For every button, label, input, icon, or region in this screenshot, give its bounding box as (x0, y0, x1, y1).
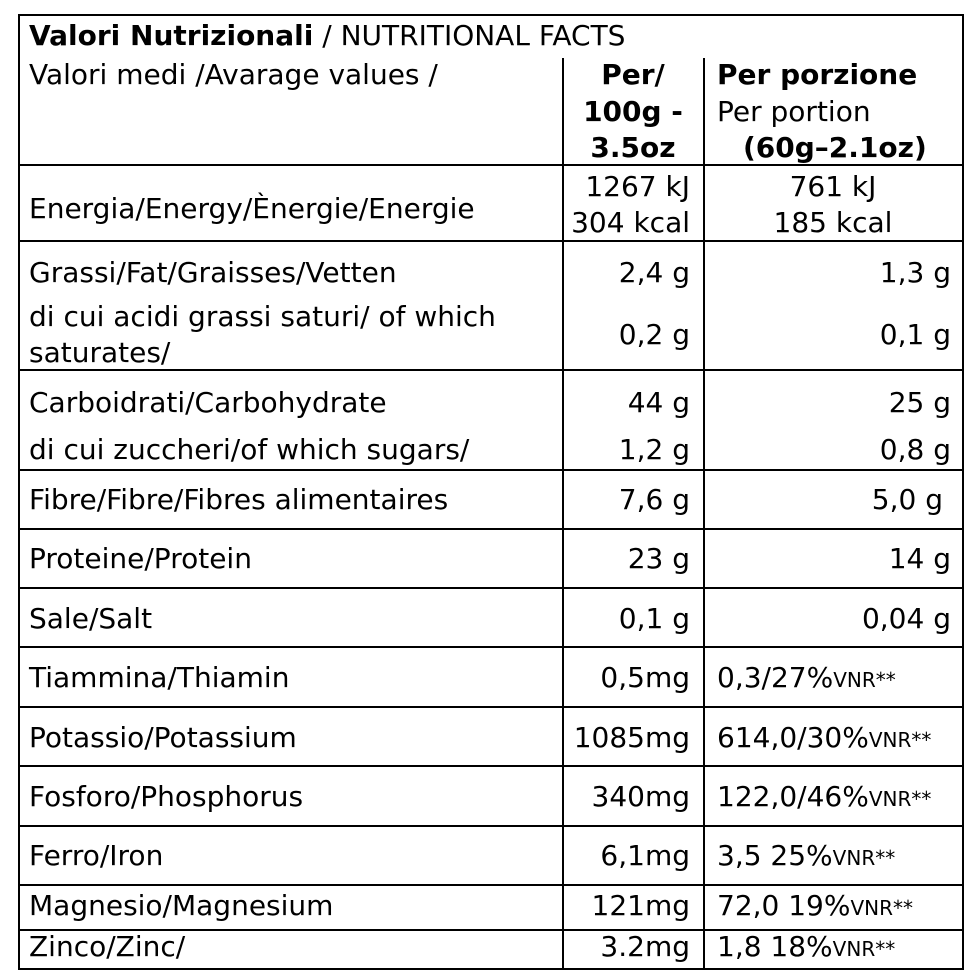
row-label-thiamin: Tiammina/Thiamin (29, 661, 290, 694)
protein-portion: 14 g (888, 542, 951, 575)
row-label-carbohydrate: Carboidrati/Carbohydrate (29, 386, 387, 419)
energy-per100-kj: 1267 kJ (585, 170, 690, 203)
table-title-rest: / NUTRITIONAL FACTS (313, 19, 626, 52)
table-title-bold: Valori Nutrizionali (29, 19, 314, 52)
row-label-sugars: di cui zuccheri/of which sugars/ (29, 433, 470, 466)
row-label-potassium: Potassio/Potassium (29, 721, 297, 754)
row-divider (18, 825, 964, 827)
potassium-vnr: VNR** (868, 728, 932, 752)
column-header-portion-size: (60g–2.1oz) (743, 131, 927, 164)
row-label-phosphorus: Fosforo/Phosphorus (29, 780, 304, 813)
table-border-left (18, 14, 20, 970)
column-header-per100-line3: 3.5oz (590, 131, 676, 164)
row-divider (18, 884, 964, 886)
row-label-salt: Sale/Salt (29, 602, 153, 635)
column-header-portion-sub: Per portion (717, 95, 871, 128)
fibre-per100: 7,6 g (618, 483, 690, 516)
iron-portion: 3,5 25%VNR** (717, 842, 895, 870)
fat-portion: 1,3 g (879, 256, 951, 289)
phosphorus-portion-value: 122,0/46% (717, 780, 869, 813)
fibre-portion: 5,0 g (871, 483, 943, 516)
column-header-per100-line1: Per/ (601, 58, 665, 91)
zinc-per100: 3.2mg (600, 930, 690, 963)
salt-per100: 0,1 g (618, 602, 690, 635)
row-divider (18, 369, 964, 371)
row-divider (18, 528, 964, 530)
table-border-top (18, 14, 964, 16)
row-label-zinc: Zinco/Zinc/ (29, 930, 186, 963)
magnesium-portion: 72,0 19%VNR** (717, 892, 913, 920)
iron-per100: 6,1mg (600, 839, 690, 872)
iron-portion-value: 3,5 25% (717, 839, 833, 872)
phosphorus-vnr: VNR** (868, 787, 932, 811)
table-subtitle: Valori medi /Avarage values / (29, 58, 438, 91)
energy-per100-kcal: 304 kcal (571, 206, 690, 239)
row-label-saturates-line1: di cui acidi grassi saturi/ of which (29, 300, 496, 333)
sugars-per100: 1,2 g (618, 433, 690, 466)
potassium-portion-value: 614,0/30% (717, 721, 869, 754)
table-border-right (962, 14, 964, 970)
row-divider (18, 706, 964, 708)
row-divider (18, 240, 964, 242)
column-header-per100-line2: 100g - (583, 95, 683, 128)
saturates-portion: 0,1 g (879, 318, 951, 351)
thiamin-per100: 0,5mg (600, 661, 690, 694)
saturates-per100: 0,2 g (618, 318, 690, 351)
thiamin-portion-value: 0,3/27% (717, 661, 834, 694)
phosphorus-portion: 122,0/46%VNR** (717, 783, 931, 811)
fat-per100: 2,4 g (618, 256, 690, 289)
magnesium-vnr: VNR** (850, 896, 914, 920)
zinc-portion-value: 1,8 18% (717, 930, 833, 963)
row-divider (18, 765, 964, 767)
potassium-per100: 1085mg (573, 721, 690, 754)
column-divider-1 (562, 58, 564, 970)
column-header-portion-title: Per porzione (717, 58, 918, 91)
row-label-magnesium: Magnesio/Magnesium (29, 889, 334, 922)
thiamin-vnr: VNR** (833, 668, 896, 692)
phosphorus-per100: 340mg (591, 780, 691, 813)
row-divider (18, 646, 964, 648)
thiamin-portion: 0,3/27%VNR** (717, 664, 896, 692)
column-divider-2 (703, 58, 705, 970)
potassium-portion: 614,0/30%VNR** (717, 724, 931, 752)
row-label-energy: Energia/Energy/Ènergie/Energie (29, 192, 475, 225)
carbohydrate-per100: 44 g (627, 386, 690, 419)
row-label-protein: Proteine/Protein (29, 542, 252, 575)
row-divider (18, 929, 964, 931)
sugars-portion: 0,8 g (879, 433, 951, 466)
carbohydrate-portion: 25 g (888, 386, 951, 419)
row-label-iron: Ferro/Iron (29, 839, 164, 872)
zinc-portion: 1,8 18%VNR** (717, 933, 895, 961)
row-divider (18, 587, 964, 589)
magnesium-portion-value: 72,0 19% (717, 889, 851, 922)
row-divider (18, 469, 964, 471)
protein-per100: 23 g (627, 542, 690, 575)
row-label-saturates-line2: saturates/ (29, 336, 171, 369)
iron-vnr: VNR** (832, 846, 896, 870)
row-label-fat: Grassi/Fat/Graisses/Vetten (29, 256, 397, 289)
magnesium-per100: 121mg (591, 889, 691, 922)
energy-portion-kcal: 185 kcal (773, 206, 893, 239)
energy-portion-kj: 761 kJ (789, 170, 877, 203)
table-border-bottom (18, 968, 964, 970)
row-divider (18, 164, 964, 166)
row-label-fibre: Fibre/Fibre/Fibres alimentaires (29, 483, 449, 516)
salt-portion: 0,04 g (861, 602, 951, 635)
table-title: Valori Nutrizionali / NUTRITIONAL FACTS (29, 22, 625, 50)
zinc-vnr: VNR** (832, 937, 896, 961)
